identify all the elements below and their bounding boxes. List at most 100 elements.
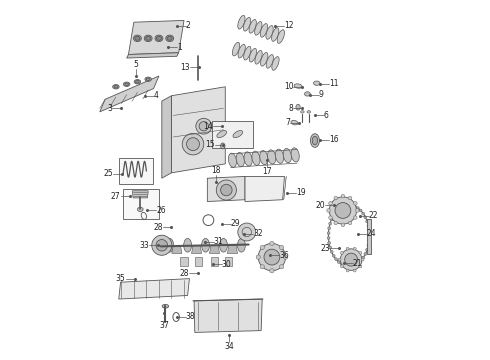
Ellipse shape <box>220 143 225 149</box>
Circle shape <box>328 242 331 244</box>
Ellipse shape <box>220 238 227 252</box>
Circle shape <box>329 202 332 205</box>
Polygon shape <box>210 245 220 253</box>
Text: 22: 22 <box>368 211 378 220</box>
Circle shape <box>356 207 359 210</box>
Circle shape <box>334 196 338 200</box>
Circle shape <box>270 241 274 246</box>
Text: 20: 20 <box>316 201 325 210</box>
Ellipse shape <box>238 44 245 58</box>
Text: 8: 8 <box>289 104 294 113</box>
Ellipse shape <box>146 36 151 40</box>
Ellipse shape <box>255 50 262 64</box>
Polygon shape <box>172 245 182 253</box>
Text: 23: 23 <box>320 244 330 253</box>
Circle shape <box>368 229 370 232</box>
Circle shape <box>366 248 368 251</box>
Circle shape <box>279 265 284 269</box>
Circle shape <box>353 269 356 272</box>
Polygon shape <box>119 279 190 299</box>
Text: 31: 31 <box>214 237 223 246</box>
Ellipse shape <box>244 17 251 31</box>
Circle shape <box>367 244 370 247</box>
Circle shape <box>348 196 352 200</box>
Text: 25: 25 <box>104 169 113 178</box>
Circle shape <box>344 253 358 266</box>
Circle shape <box>341 251 343 254</box>
Circle shape <box>347 265 349 267</box>
Text: 21: 21 <box>353 259 362 268</box>
Bar <box>212 121 253 148</box>
Circle shape <box>364 252 367 255</box>
Ellipse shape <box>268 150 276 164</box>
Circle shape <box>330 251 333 253</box>
Circle shape <box>216 180 236 200</box>
Ellipse shape <box>134 80 141 84</box>
Bar <box>123 189 159 220</box>
Ellipse shape <box>125 83 128 86</box>
Circle shape <box>329 197 357 224</box>
Circle shape <box>347 204 349 207</box>
Text: 36: 36 <box>279 251 289 260</box>
Text: 27: 27 <box>111 192 121 201</box>
Bar <box>119 158 153 184</box>
Ellipse shape <box>249 19 256 33</box>
Ellipse shape <box>147 78 150 81</box>
Circle shape <box>279 245 284 249</box>
Circle shape <box>368 234 371 237</box>
Text: 9: 9 <box>318 90 323 99</box>
Text: 10: 10 <box>284 82 294 91</box>
Polygon shape <box>128 21 184 54</box>
Circle shape <box>330 218 333 221</box>
Circle shape <box>335 203 351 219</box>
Ellipse shape <box>300 111 304 113</box>
Text: 16: 16 <box>329 135 339 144</box>
Bar <box>367 220 371 253</box>
Text: 37: 37 <box>159 320 169 329</box>
Ellipse shape <box>272 57 279 70</box>
Ellipse shape <box>238 15 245 29</box>
Text: 5: 5 <box>133 60 138 69</box>
Circle shape <box>328 227 331 230</box>
Ellipse shape <box>291 120 298 125</box>
Circle shape <box>341 194 344 198</box>
Ellipse shape <box>123 82 130 86</box>
Ellipse shape <box>275 149 284 163</box>
Polygon shape <box>227 245 238 253</box>
Ellipse shape <box>307 111 311 113</box>
Circle shape <box>199 122 208 131</box>
Ellipse shape <box>184 238 192 252</box>
Circle shape <box>343 204 346 207</box>
Circle shape <box>258 243 286 271</box>
Circle shape <box>356 262 359 265</box>
Ellipse shape <box>260 150 268 165</box>
Ellipse shape <box>236 153 245 167</box>
Ellipse shape <box>201 238 210 252</box>
Text: 24: 24 <box>367 229 376 238</box>
Ellipse shape <box>271 28 279 41</box>
Polygon shape <box>194 299 262 332</box>
Text: 4: 4 <box>153 91 158 100</box>
Circle shape <box>353 216 357 220</box>
Polygon shape <box>245 176 285 202</box>
Circle shape <box>366 220 368 223</box>
Ellipse shape <box>261 53 268 66</box>
Text: 32: 32 <box>253 229 263 238</box>
Ellipse shape <box>252 151 260 165</box>
Circle shape <box>353 264 356 266</box>
Text: 12: 12 <box>285 21 294 30</box>
Circle shape <box>343 264 346 267</box>
Circle shape <box>238 223 256 241</box>
Ellipse shape <box>311 134 319 147</box>
Circle shape <box>341 249 362 270</box>
Ellipse shape <box>113 85 119 89</box>
Ellipse shape <box>233 131 243 138</box>
Polygon shape <box>192 245 201 253</box>
Text: 38: 38 <box>186 312 196 321</box>
Ellipse shape <box>114 86 118 88</box>
Circle shape <box>341 206 343 208</box>
Text: 33: 33 <box>140 241 149 250</box>
Circle shape <box>256 255 260 259</box>
Text: 19: 19 <box>296 188 306 197</box>
Ellipse shape <box>167 36 172 40</box>
